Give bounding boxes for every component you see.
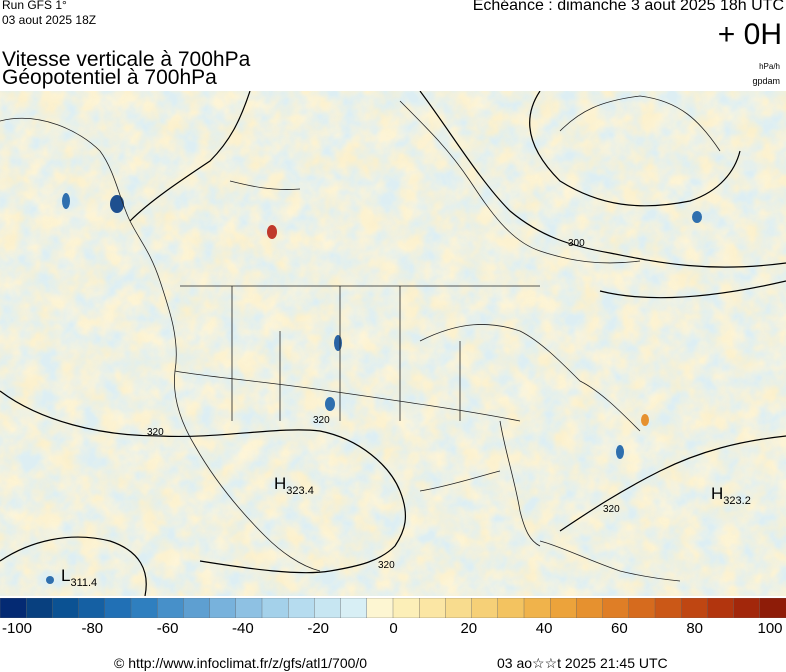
model-run-label: Run GFS 1° [2,0,67,12]
color-scale-swatch [419,598,447,618]
color-scale-tick-label: 0 [389,620,398,637]
color-scale-swatch [183,598,211,618]
coastlines-and-borders [0,95,721,582]
color-scale-swatch [209,598,237,618]
color-scale-swatch [130,598,158,618]
contour-labels: 300 320 320 320 320 [147,238,620,571]
map-title-geopotential: Géopotentiel à 700hPa [2,66,217,89]
color-scale-swatch [707,598,735,618]
color-scale-swatch [156,598,185,618]
color-scale-swatch [0,598,27,618]
source-credit: © http://www.infoclimat.fr/z/gfs/atl1/70… [114,655,368,671]
color-scale-swatch [471,598,499,618]
color-scale-swatch [104,598,132,618]
geopotential-contours [0,91,786,596]
color-scale-tick-label: -60 [156,620,179,637]
vertical-velocity-field [0,91,786,596]
lead-time: + 0H [717,18,782,51]
contour-label: 320 [603,504,620,515]
color-scale-swatch [261,598,289,618]
color-scale-swatch [654,598,682,618]
color-scale-swatch [340,598,368,618]
color-scale-tick-label: 60 [611,620,628,637]
valid-time-label: Echéance : dimanche 3 aout 2025 18h UTC [472,0,784,14]
color-scale-tick-label: 80 [686,620,704,637]
color-scale-swatch [523,598,551,618]
high-pressure-center: H323.4 [274,474,314,497]
contour-label: 300 [568,238,585,249]
color-scale-tick-label: -20 [307,620,330,637]
map-title-vertical-velocity: Vitesse verticale à 700hPa [2,48,251,71]
color-scale-swatch [681,598,709,618]
unit-label-gpdam: gpdam [752,76,780,86]
color-scale-swatch [576,598,604,618]
color-scale-swatch [602,598,630,618]
color-scale-tick-label: -100 [1,620,33,637]
color-scale-tick-label: -80 [81,620,104,637]
color-scale-swatch [733,598,761,618]
color-scale-tick-label: 40 [535,620,553,637]
contour-label: 320 [313,415,330,426]
color-scale-swatch [445,598,473,618]
contour-label: 320 [147,427,164,438]
color-scale-tick-label: -40 [232,620,254,637]
color-scale-swatch [628,598,656,618]
unit-label-hpa-h: hPa/h [759,62,780,71]
color-scale-swatch [366,598,394,618]
model-run-date: 03 aout 2025 18Z [2,13,97,27]
generated-timestamp: 03 ao☆☆t 2025 21:45 UTC [497,655,668,671]
high-pressure-center: H323.2 [711,484,751,507]
color-scale-swatch [759,598,786,618]
color-scale-swatch [288,598,316,618]
color-scale-tick-label: 20 [460,620,478,637]
weather-map: 300 320 320 320 320 H323.4 H323.2 L311.4 [0,91,786,596]
contour-label: 320 [378,560,395,571]
color-scale-swatch [235,598,263,618]
low-pressure-center: L311.4 [61,566,97,589]
color-scale-swatch [26,598,54,618]
pressure-centers: H323.4 H323.2 L311.4 [61,474,751,589]
color-scale-swatch [78,598,106,618]
color-scale-swatch [314,598,342,618]
color-scale-bar [0,598,786,618]
color-scale-swatch [392,598,420,618]
color-scale-swatch [497,598,525,618]
color-scale-swatch [52,598,80,618]
color-scale-swatch [550,598,578,618]
color-scale-tick-label: 100 [757,620,783,637]
